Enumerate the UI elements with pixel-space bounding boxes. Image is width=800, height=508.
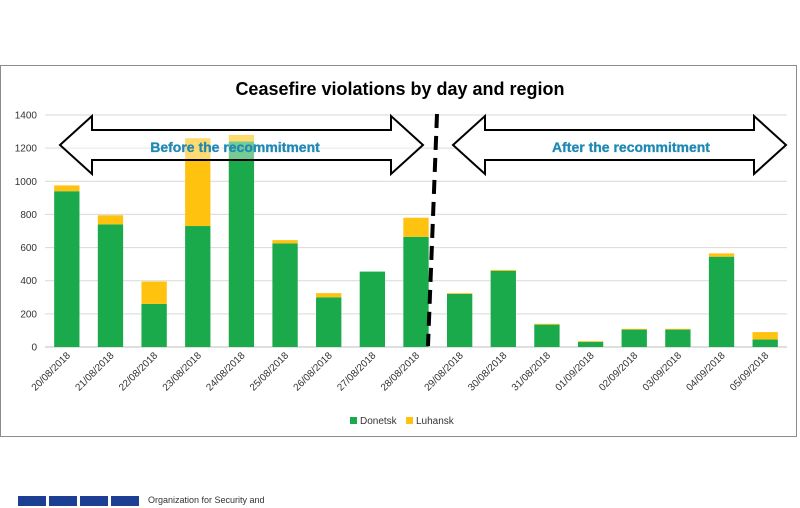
bar-donetsk-27-08-2018 xyxy=(359,271,386,347)
legend-swatch-donetsk xyxy=(350,417,357,424)
legend-label-donetsk: Donetsk xyxy=(360,416,398,427)
x-tick-label: 29/08/2018 xyxy=(423,350,466,393)
bar-luhansk-24-08-2018 xyxy=(228,134,255,142)
x-tick-label: 01/09/2018 xyxy=(554,350,597,393)
bar-luhansk-31-08-2018 xyxy=(534,323,560,325)
bar-luhansk-30-08-2018 xyxy=(490,269,516,271)
x-tick-label: 25/08/2018 xyxy=(248,350,291,393)
y-tick-label: 1000 xyxy=(15,177,38,188)
x-tick-label: 22/08/2018 xyxy=(117,350,160,393)
legend-label-luhansk: Luhansk xyxy=(416,416,455,427)
x-tick-label: 02/09/2018 xyxy=(597,350,640,393)
bar-donetsk-05-09-2018 xyxy=(752,339,778,347)
bar-donetsk-28-08-2018 xyxy=(403,236,429,347)
y-axis-ticks: 0 200 400 600 800 1000 1200 1400 xyxy=(15,111,38,354)
bar-donetsk-20-08-2018 xyxy=(54,191,80,347)
legend-swatch-luhansk xyxy=(406,417,413,424)
logo-block xyxy=(49,496,77,506)
recommitment-divider xyxy=(426,113,439,347)
bar-luhansk-26-08-2018 xyxy=(316,293,342,298)
logo-block xyxy=(80,496,108,506)
y-tick-label: 400 xyxy=(20,276,37,287)
x-tick-label: 26/08/2018 xyxy=(292,350,335,393)
bar-donetsk-31-08-2018 xyxy=(534,324,560,347)
chart-frame: Ceasefire violations by day and region 0… xyxy=(0,65,797,437)
y-tick-label: 200 xyxy=(20,309,37,320)
x-tick-label: 03/09/2018 xyxy=(641,350,684,393)
x-tick-label: 24/08/2018 xyxy=(204,350,247,393)
y-tick-label: 600 xyxy=(20,243,37,254)
bar-donetsk-21-08-2018 xyxy=(97,224,124,347)
x-tick-label: 31/08/2018 xyxy=(510,350,553,393)
x-tick-label: 20/08/2018 xyxy=(30,350,73,393)
x-tick-label: 21/08/2018 xyxy=(73,350,116,393)
bar-luhansk-23-08-2018 xyxy=(185,138,211,227)
y-tick-label: 800 xyxy=(20,210,37,221)
bar-luhansk-25-08-2018 xyxy=(272,240,298,244)
footer-organization-text: Organization for Security and xyxy=(148,495,265,505)
chart-title: Ceasefire violations by day and region xyxy=(235,79,564,99)
x-tick-label: 23/08/2018 xyxy=(161,350,204,393)
logo-block xyxy=(111,496,139,506)
bar-luhansk-01-09-2018 xyxy=(577,341,604,343)
x-tick-label: 27/08/2018 xyxy=(335,350,378,393)
bar-luhansk-05-09-2018 xyxy=(752,332,778,340)
bar-donetsk-30-08-2018 xyxy=(490,270,516,347)
bar-donetsk-22-08-2018 xyxy=(141,303,167,347)
x-tick-label: 04/09/2018 xyxy=(684,350,727,393)
logo-block xyxy=(18,496,46,506)
chart: Ceasefire violations by day and region 0… xyxy=(15,79,788,427)
after-recommitment-label: After the recommitment xyxy=(552,139,710,155)
x-tick-label: 05/09/2018 xyxy=(728,350,771,393)
bar-luhansk-20-08-2018 xyxy=(54,185,80,192)
before-arrow xyxy=(58,113,425,177)
x-tick-label: 30/08/2018 xyxy=(466,350,509,393)
after-arrow xyxy=(451,113,788,177)
bar-luhansk-02-09-2018 xyxy=(621,328,647,330)
annotations: Before the recommitment After the recomm… xyxy=(58,113,788,347)
legend: Donetsk Luhansk xyxy=(350,416,455,427)
x-tick-label: 28/08/2018 xyxy=(379,350,422,393)
bar-luhansk-28-08-2018 xyxy=(403,217,429,237)
bar-donetsk-23-08-2018 xyxy=(185,226,211,347)
bar-donetsk-26-08-2018 xyxy=(316,297,342,347)
x-axis-ticks: 20/08/2018 21/08/2018 22/08/2018 23/08/2018… xyxy=(30,350,772,393)
y-tick-label: 1200 xyxy=(15,144,38,155)
bar-donetsk-01-09-2018 xyxy=(577,342,604,347)
bar-luhansk-29-08-2018 xyxy=(446,293,473,294)
y-tick-label: 0 xyxy=(31,343,37,354)
bar-luhansk-03-09-2018 xyxy=(665,328,691,330)
bar-donetsk-29-08-2018 xyxy=(446,293,473,347)
before-recommitment-label: Before the recommitment xyxy=(150,139,320,155)
bar-luhansk-21-08-2018 xyxy=(97,215,124,225)
bar-donetsk-25-08-2018 xyxy=(272,243,298,347)
bar-donetsk-02-09-2018 xyxy=(621,329,647,347)
bar-luhansk-22-08-2018 xyxy=(141,281,167,304)
bar-donetsk-24-08-2018 xyxy=(228,141,255,347)
bar-donetsk-03-09-2018 xyxy=(665,329,691,347)
bars xyxy=(54,134,778,347)
bar-luhansk-04-09-2018 xyxy=(708,253,735,257)
y-tick-label: 1400 xyxy=(15,111,38,122)
bar-donetsk-04-09-2018 xyxy=(708,256,735,347)
